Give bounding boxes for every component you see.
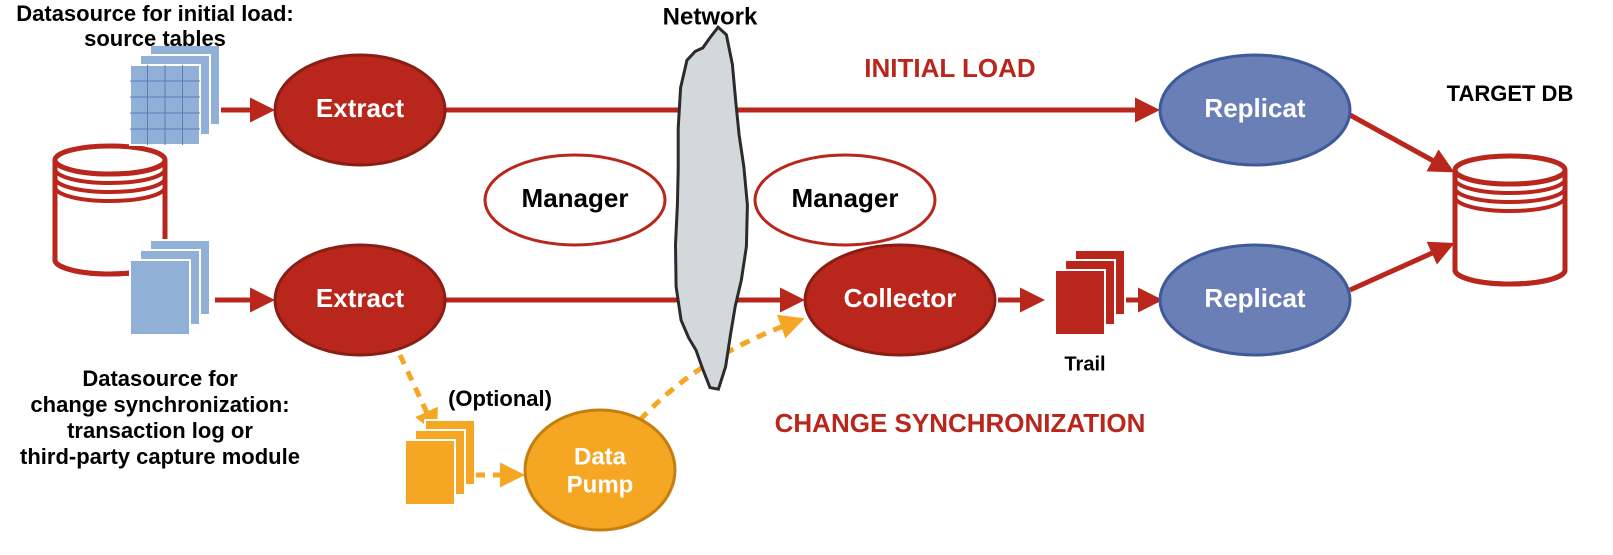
pump-trail-icon <box>405 420 475 505</box>
node-label-manager_right: Manager <box>792 183 899 213</box>
node-label-replicat_top: Replicat <box>1204 93 1305 123</box>
arrow-d_exbot_to_ptrail <box>400 355 435 430</box>
caption-datasource-initial-2: source tables <box>84 26 226 51</box>
label-network: Network <box>663 3 758 30</box>
node-label-extract_bot: Extract <box>316 283 404 313</box>
caption-datasource-change-2: change synchronization: <box>30 392 289 417</box>
label-trail: Trail <box>1064 353 1105 375</box>
node-label-collector: Collector <box>844 283 957 313</box>
node-label-extract_top: Extract <box>316 93 404 123</box>
node-label-replicat_bot: Replicat <box>1204 283 1305 313</box>
heading-change-sync: CHANGE SYNCHRONIZATION <box>775 408 1146 438</box>
target-db-icon <box>1455 156 1565 284</box>
node-label-data_pump-1: Data <box>574 443 627 470</box>
caption-datasource-change-4: third-party capture module <box>20 444 300 469</box>
source-tables-icon <box>130 45 220 145</box>
caption-datasource-change-1: Datasource for <box>82 366 238 391</box>
arrow-a_reptop_to_tdb <box>1350 115 1450 170</box>
caption-datasource-initial: Datasource for initial load: <box>16 1 294 26</box>
node-label-manager_left: Manager <box>522 183 629 213</box>
node-label-data_pump-2: Pump <box>567 471 634 498</box>
network-cloud <box>676 27 748 389</box>
transaction-log-icon <box>130 240 210 335</box>
trail-icon <box>1055 250 1125 335</box>
label-target-db: TARGET DB <box>1447 81 1574 106</box>
label-optional: (Optional) <box>448 386 552 411</box>
arrow-a_repbot_to_tdb <box>1350 245 1450 290</box>
caption-datasource-change-3: transaction log or <box>67 418 253 443</box>
heading-initial-load: INITIAL LOAD <box>864 53 1035 83</box>
